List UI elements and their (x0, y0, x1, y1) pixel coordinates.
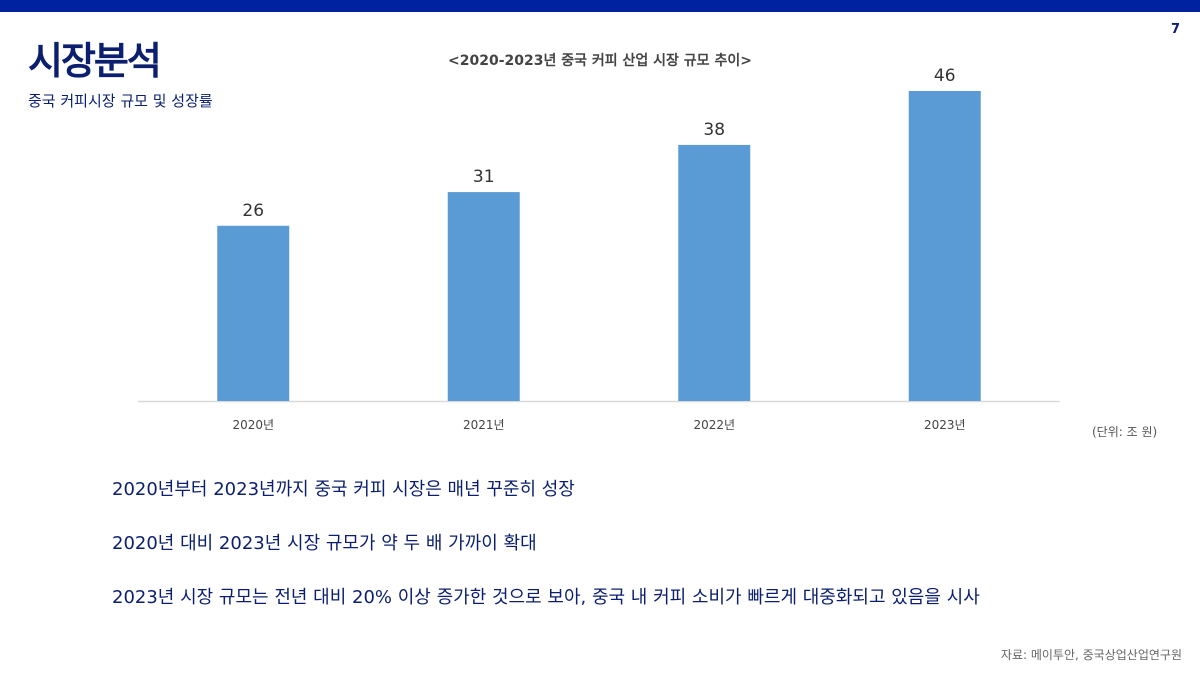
bar (678, 144, 751, 402)
bullet-item: 2020년부터 2023년까지 중국 커피 시장은 매년 꾸준히 성장 (112, 479, 575, 500)
data-label: 38 (703, 120, 725, 140)
page-number: 7 (1170, 22, 1180, 37)
data-label: 46 (934, 66, 956, 86)
x-tick-label: 2023년 (924, 418, 966, 432)
x-tick-label: 2022년 (693, 418, 735, 432)
unit-note: (단위: 조 원) (1092, 425, 1158, 439)
data-label: 31 (473, 167, 495, 187)
page-title: 시장분석 (28, 39, 162, 83)
bar (908, 91, 981, 401)
x-tick-label: 2020년 (232, 418, 274, 432)
bullet-list: 2020년부터 2023년까지 중국 커피 시장은 매년 꾸준히 성장 2020… (112, 478, 980, 640)
top-accent-bar (0, 0, 1200, 12)
chart-title: <2020-2023년 중국 커피 산업 시장 규모 추이> (448, 53, 752, 69)
bullet-item: 2023년 시장 규모는 전년 대비 20% 이상 증가한 것으로 보아, 중국… (112, 587, 980, 608)
data-label: 26 (242, 201, 264, 221)
x-tick-label: 2021년 (463, 418, 505, 432)
bar (447, 192, 520, 401)
page-subtitle: 중국 커피시장 규모 및 성장률 (28, 92, 213, 110)
bar (217, 225, 290, 401)
source-note: 자료: 메이투안, 중국상업산업연구원 (1000, 648, 1182, 662)
bullet-item: 2020년 대비 2023년 시장 규모가 약 두 배 가까이 확대 (112, 533, 537, 554)
